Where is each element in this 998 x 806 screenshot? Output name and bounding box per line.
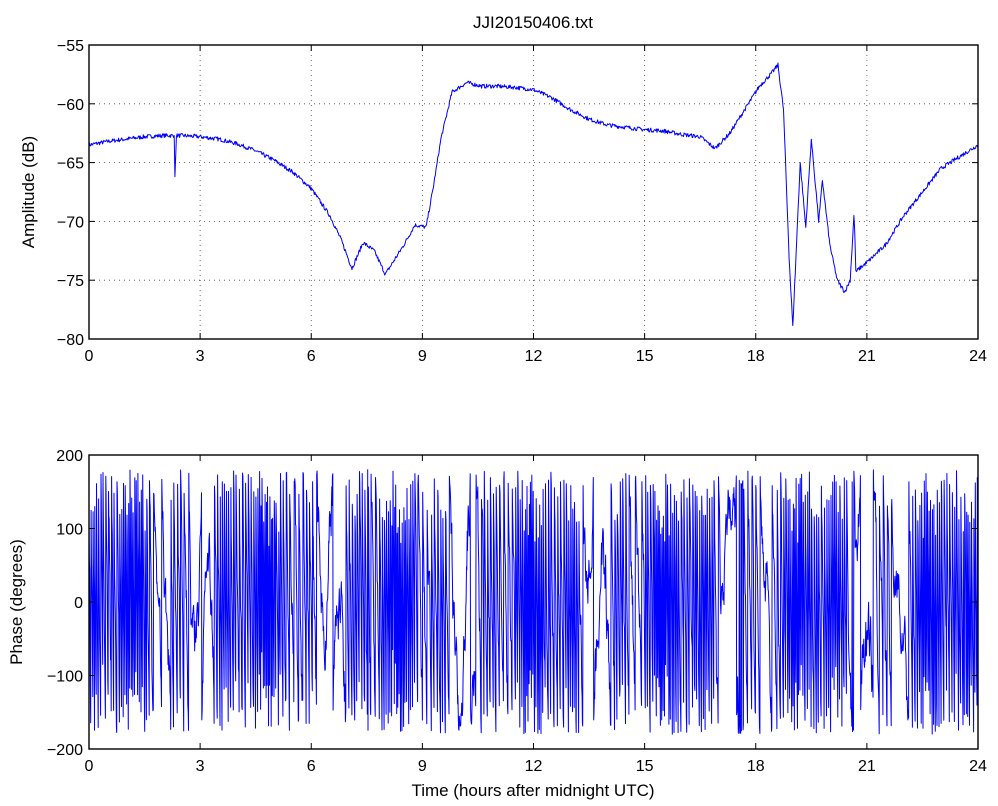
amplitude-x-tick-label: 21 [858,348,876,365]
amplitude-series-line [88,62,979,327]
amplitude-y-axis-label: Amplitude (dB) [19,136,38,248]
amplitude-y-tick-label: −60 [57,97,84,114]
amplitude-x-tick-label: 18 [747,348,765,365]
phase-x-axis-label: Time (hours after midnight UTC) [411,781,654,800]
phase-x-tick-label: 3 [196,758,205,775]
amplitude-y-tick-label: −75 [57,273,84,290]
amplitude-x-tick-label: 3 [196,348,205,365]
amplitude-y-tick-label: −80 [57,332,84,349]
phase-y-tick-label: 0 [74,595,83,612]
phase-x-tick-label: 21 [858,758,876,775]
phase-y-axis-label: Phase (degrees) [7,539,26,665]
amplitude-chart-title: JJI20150406.txt [473,13,593,32]
amplitude-ticks: 0 3 6 9 12 15 18 21 24 −55 −60 −65 −70 −75 −80 [57,38,987,365]
amplitude-x-tick-label: 15 [636,348,654,365]
phase-chart: 0 3 6 9 12 15 18 21 24 200 100 0 −100 −200 Phase (deg… [7,448,987,800]
phase-x-tick-label: 0 [85,758,94,775]
amplitude-chart: JJI20150406.txt 0 3 6 9 12 15 18 21 24 −55 −60 −65 −… [19,13,987,365]
amplitude-y-tick-label: −65 [57,156,84,173]
phase-series-line [88,469,979,735]
phase-x-tick-label: 18 [747,758,765,775]
phase-y-tick-label: 200 [56,448,83,465]
phase-x-tick-label: 24 [969,758,987,775]
phase-y-tick-label: 100 [56,522,83,539]
amplitude-y-tick-label: −55 [57,38,84,55]
phase-x-tick-label: 12 [525,758,543,775]
amplitude-x-tick-label: 24 [969,348,987,365]
phase-x-tick-label: 15 [636,758,654,775]
phase-y-tick-label: −200 [47,742,83,759]
phase-ticks: 0 3 6 9 12 15 18 21 24 200 100 0 −100 −200 [47,448,987,775]
phase-y-tick-label: −100 [47,669,83,686]
amplitude-grid [89,45,978,339]
amplitude-x-tick-label: 0 [85,348,94,365]
phase-x-tick-label: 9 [418,758,427,775]
amplitude-x-tick-label: 9 [418,348,427,365]
phase-x-tick-label: 6 [307,758,316,775]
amplitude-x-tick-label: 6 [307,348,316,365]
amplitude-y-tick-label: −70 [57,214,84,231]
amplitude-x-tick-label: 12 [525,348,543,365]
